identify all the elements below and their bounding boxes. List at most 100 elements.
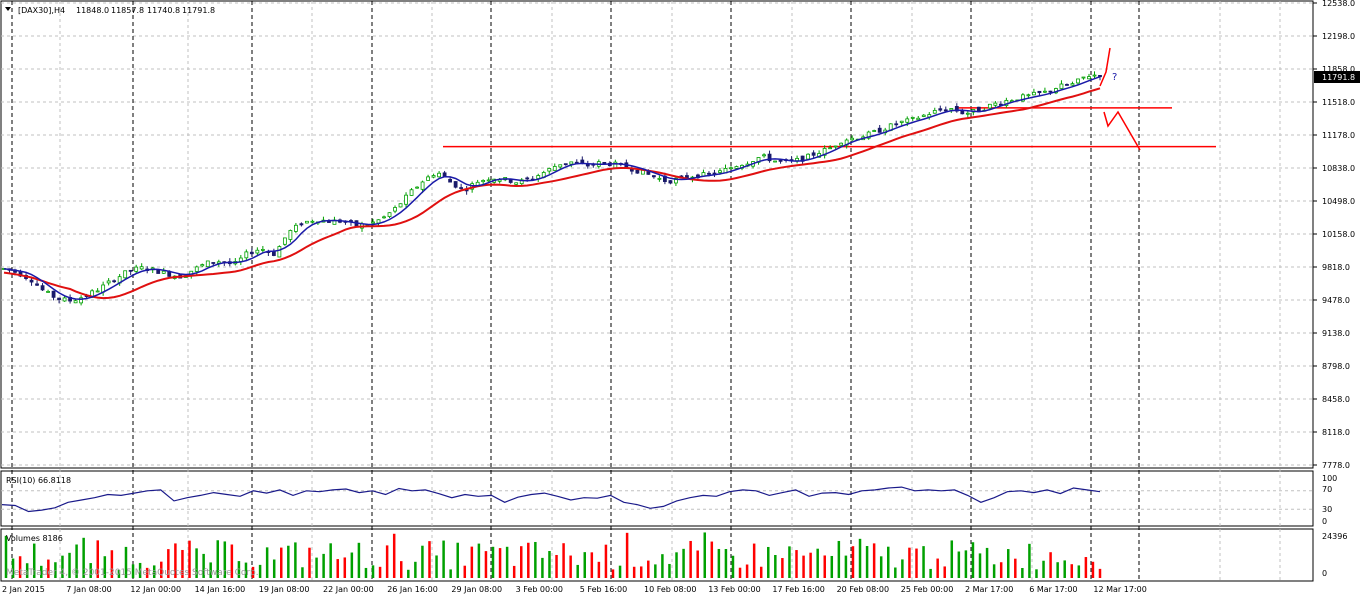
rsi-level-0: 0 bbox=[1322, 517, 1327, 526]
candle-body bbox=[828, 147, 833, 150]
current-price-label: 11791.8 bbox=[1322, 73, 1355, 82]
candle-body bbox=[73, 300, 78, 304]
time-axis-label: 17 Feb 16:00 bbox=[772, 585, 824, 594]
candle-body bbox=[200, 264, 205, 267]
candle-body bbox=[646, 171, 651, 175]
price-tick-label: 11178.0 bbox=[1322, 131, 1355, 140]
candle-body bbox=[657, 177, 662, 180]
rsi-series bbox=[1, 486, 1313, 513]
slow-ma-line bbox=[3, 87, 1101, 300]
candle-body bbox=[1092, 74, 1097, 77]
candle-body bbox=[773, 160, 777, 163]
time-axis-label: 20 Feb 08:00 bbox=[837, 585, 889, 594]
candle-body bbox=[459, 187, 464, 189]
price-tick-label: 12198.0 bbox=[1322, 32, 1355, 41]
volume-min-label: 0 bbox=[1322, 569, 1327, 578]
candle-body bbox=[244, 251, 249, 259]
candle-body bbox=[57, 297, 61, 301]
price-tick-label: 12538.0 bbox=[1322, 0, 1355, 8]
price-tick-label: 8798.0 bbox=[1322, 362, 1350, 371]
candle-body bbox=[866, 131, 871, 139]
candle-body bbox=[260, 248, 265, 251]
candle-body bbox=[718, 170, 722, 173]
candle-body bbox=[910, 116, 915, 119]
candle-body bbox=[778, 159, 783, 162]
time-axis-label: 2 Jan 2015 bbox=[2, 585, 45, 594]
candle-body bbox=[1065, 84, 1069, 86]
candle-body bbox=[46, 291, 50, 293]
candle-body bbox=[106, 280, 111, 284]
volume-max-label: 24396 bbox=[1322, 532, 1347, 541]
candle-body bbox=[426, 176, 430, 181]
price-tick-label: 9478.0 bbox=[1322, 296, 1350, 305]
volume-bars bbox=[4, 532, 1102, 578]
candle-body bbox=[211, 262, 216, 264]
time-axis-label: 7 Jan 08:00 bbox=[66, 585, 112, 594]
candle-body bbox=[277, 246, 282, 258]
candle-body bbox=[651, 175, 656, 178]
candle-body bbox=[161, 270, 166, 274]
candle-body bbox=[905, 118, 910, 123]
candle-body bbox=[79, 297, 84, 304]
candle-body bbox=[806, 153, 811, 160]
candle-body bbox=[431, 175, 436, 178]
candle-body bbox=[872, 130, 877, 132]
time-axis-label: 12 Mar 17:00 bbox=[1093, 585, 1146, 594]
candle-body bbox=[255, 249, 260, 254]
candle-body bbox=[894, 123, 899, 126]
candle-body bbox=[1026, 94, 1031, 97]
candle-body bbox=[850, 137, 855, 141]
time-axis-label: 12 Jan 00:00 bbox=[130, 585, 181, 594]
candle-body bbox=[1048, 90, 1053, 93]
candle-body bbox=[877, 127, 882, 133]
time-axis-label: 25 Feb 00:00 bbox=[901, 585, 953, 594]
candle-body bbox=[839, 142, 844, 146]
candle-body bbox=[420, 181, 425, 190]
candle-body bbox=[486, 179, 491, 182]
price-tick-label: 10158.0 bbox=[1322, 230, 1355, 239]
candle-body bbox=[40, 285, 45, 291]
candle-body bbox=[899, 120, 904, 123]
candle-body bbox=[1020, 94, 1025, 102]
rsi-line bbox=[1, 486, 1101, 513]
price-tick-label: 10838.0 bbox=[1322, 164, 1355, 173]
projection-down-zigzag bbox=[1103, 110, 1141, 151]
candle-body bbox=[293, 224, 298, 232]
candle-body bbox=[393, 207, 397, 212]
price-tick-label: 10498.0 bbox=[1322, 197, 1355, 206]
rsi-level-100: 100 bbox=[1322, 474, 1337, 483]
chart-menu-arrow-icon[interactable] bbox=[5, 7, 11, 11]
candle-body bbox=[525, 177, 530, 180]
rsi-level-30: 30 bbox=[1322, 505, 1332, 514]
candle-body bbox=[481, 180, 486, 183]
candle-body bbox=[282, 237, 287, 245]
candle-body bbox=[51, 290, 56, 298]
candle-body bbox=[558, 164, 563, 168]
fast-ma-line bbox=[3, 75, 1101, 300]
time-axis-label: 26 Jan 16:00 bbox=[387, 585, 438, 594]
candle-body bbox=[29, 279, 34, 283]
candle-body bbox=[437, 172, 441, 178]
candle-body bbox=[932, 110, 937, 114]
support-resistance-lines[interactable] bbox=[443, 107, 1216, 148]
price-tick-label: 11858.0 bbox=[1322, 65, 1355, 74]
candle-body bbox=[415, 186, 419, 189]
time-axis-label: 22 Jan 00:00 bbox=[323, 585, 374, 594]
projection-up-arrow bbox=[1099, 47, 1111, 87]
candle-body bbox=[448, 178, 453, 183]
candle-body bbox=[1081, 76, 1086, 79]
candle-body bbox=[409, 189, 414, 196]
candle-body bbox=[563, 163, 568, 166]
moving-averages bbox=[3, 75, 1101, 300]
candle-body bbox=[552, 166, 557, 171]
candle-body bbox=[514, 182, 519, 185]
time-axis-label: 13 Feb 00:00 bbox=[708, 585, 760, 594]
candle-body bbox=[668, 180, 673, 184]
candle-body bbox=[112, 280, 117, 283]
candle-body bbox=[371, 221, 375, 224]
price-tick-label: 9818.0 bbox=[1322, 263, 1350, 272]
watermark: MetaTrader 4, © 2001-2015 MetaQuotes Sof… bbox=[6, 568, 259, 578]
